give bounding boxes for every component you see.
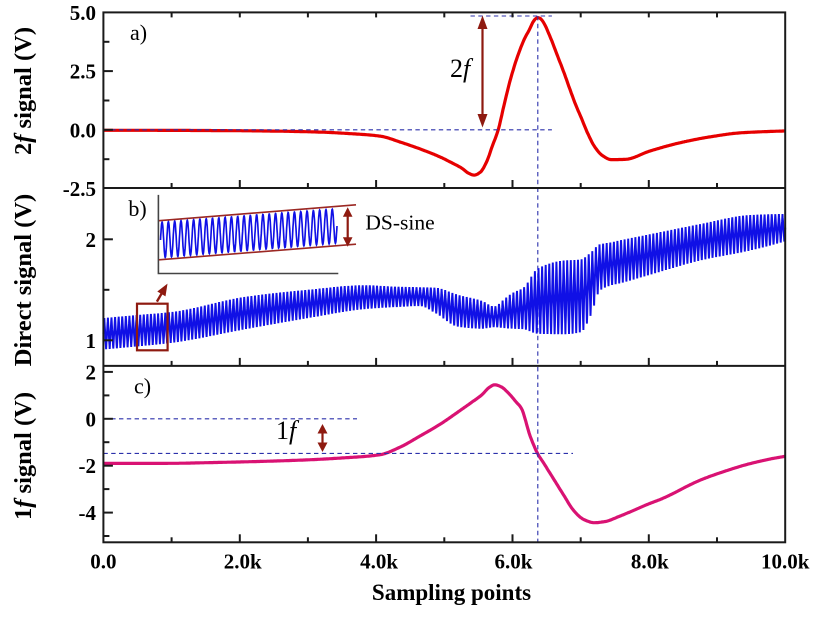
svg-text:6.0k: 6.0k: [495, 550, 533, 574]
svg-text:10.0k: 10.0k: [761, 550, 810, 574]
svg-text:Sampling points: Sampling points: [372, 580, 531, 605]
svg-text:5.0: 5.0: [70, 1, 96, 25]
svg-text:2.0k: 2.0k: [224, 550, 262, 574]
svg-text:b): b): [128, 196, 146, 221]
svg-text:1f signal (V): 1f signal (V): [10, 392, 37, 520]
svg-text:2: 2: [86, 360, 97, 384]
svg-text:-2.5: -2.5: [63, 177, 96, 201]
svg-text:8.0k: 8.0k: [631, 550, 669, 574]
svg-text:0.0: 0.0: [90, 550, 116, 574]
svg-text:Direct signal (V): Direct signal (V): [10, 194, 37, 366]
svg-text:2.5: 2.5: [70, 60, 96, 84]
svg-text:0: 0: [86, 407, 97, 431]
svg-text:DS-sine: DS-sine: [365, 211, 434, 235]
svg-text:2f signal (V): 2f signal (V): [10, 27, 37, 155]
svg-text:4.0k: 4.0k: [360, 550, 398, 574]
svg-text:-2: -2: [79, 454, 97, 478]
svg-text:2: 2: [86, 228, 97, 252]
svg-text:1: 1: [86, 329, 97, 353]
svg-text:c): c): [134, 373, 151, 398]
svg-text:1f: 1f: [276, 416, 300, 445]
svg-text:0.0: 0.0: [70, 118, 96, 142]
svg-text:-4: -4: [79, 501, 97, 525]
svg-text:a): a): [130, 20, 147, 45]
svg-text:2f: 2f: [450, 54, 474, 83]
